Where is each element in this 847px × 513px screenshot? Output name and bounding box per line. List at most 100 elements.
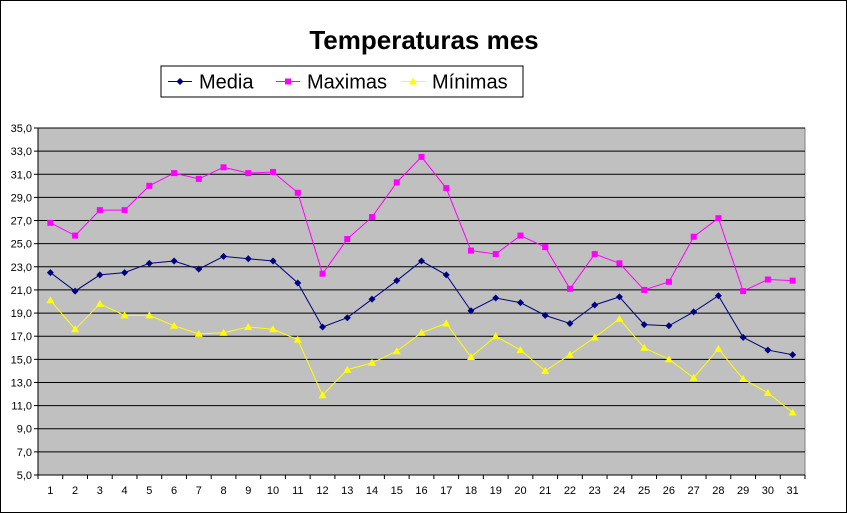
x-tick-label: 14 [366, 485, 378, 497]
data-point-media [145, 259, 153, 267]
legend-box [160, 65, 524, 98]
data-point-media [170, 257, 178, 265]
data-point-maximas [542, 244, 549, 251]
data-point-media [368, 295, 376, 303]
series-m-nimas [46, 296, 797, 416]
data-point-media [71, 287, 79, 295]
data-point-m-nimas [95, 299, 104, 307]
x-tick-label: 10 [267, 485, 279, 497]
x-tick-label: 6 [171, 485, 177, 497]
y-tick-label: 23,0 [11, 262, 32, 274]
y-tick-label: 11,0 [11, 401, 32, 413]
y-tick-label: 31,0 [11, 169, 32, 181]
data-point-maximas [171, 170, 178, 177]
x-tick-label: 21 [539, 485, 551, 497]
chart-title: Temperaturas mes [309, 25, 538, 55]
x-tick-label: 16 [415, 485, 427, 497]
data-point-maximas [764, 276, 771, 283]
data-point-media [714, 292, 722, 300]
data-point-media [541, 311, 549, 319]
x-tick-label: 27 [688, 485, 700, 497]
x-tick-label: 30 [762, 485, 774, 497]
legend-label-maximas: Maximas [307, 72, 387, 94]
data-point-maximas [220, 164, 227, 171]
data-point-media [516, 299, 524, 307]
data-point-maximas [319, 270, 326, 277]
data-point-media [244, 255, 252, 263]
data-point-m-nimas [640, 343, 649, 351]
data-point-media [789, 351, 797, 359]
x-tick-label: 12 [316, 485, 328, 497]
data-point-m-nimas [541, 366, 550, 374]
legend-marker-m-nimas [409, 77, 417, 85]
data-point-maximas [641, 286, 648, 293]
legend: Media Maximas Mínimas [160, 65, 524, 98]
data-point-media [319, 323, 327, 331]
data-point-media [195, 265, 203, 273]
data-point-maximas [740, 288, 747, 295]
y-tick-label: 19,0 [11, 308, 32, 320]
legend-label-m-nimas: Mínimas [432, 72, 508, 94]
x-tick-label: 17 [440, 485, 452, 497]
data-point-maximas [270, 168, 277, 175]
data-point-m-nimas [714, 344, 723, 352]
y-tick-label: 5,0 [17, 470, 32, 482]
data-point-maximas [245, 170, 252, 177]
data-point-media [492, 294, 500, 302]
x-tick-label: 26 [663, 485, 675, 497]
y-tick-label: 7,0 [17, 447, 32, 459]
y-tick-label: 17,0 [11, 331, 32, 343]
x-tick-label: 18 [465, 485, 477, 497]
data-point-maximas [517, 232, 524, 239]
series-maximas [47, 153, 796, 295]
data-point-m-nimas [689, 373, 698, 381]
data-point-m-nimas [318, 391, 327, 399]
x-tick-label: 22 [564, 485, 576, 497]
x-tick-label: 4 [122, 485, 128, 497]
x-tick-label: 5 [146, 485, 152, 497]
data-point-maximas [715, 215, 722, 222]
y-tick-label: 29,0 [11, 192, 32, 204]
x-tick-label: 3 [97, 485, 103, 497]
x-tick-label: 11 [292, 485, 303, 497]
x-tick-label: 20 [514, 485, 526, 497]
data-point-m-nimas [739, 374, 748, 382]
data-point-maximas [96, 207, 103, 214]
data-point-media [418, 257, 425, 265]
data-point-maximas [294, 189, 301, 196]
x-tick-label: 15 [391, 485, 403, 497]
data-point-maximas [121, 207, 128, 214]
data-point-media [46, 269, 54, 277]
data-point-m-nimas [46, 296, 55, 304]
y-tick-label: 27,0 [11, 216, 32, 228]
data-point-media [640, 321, 648, 329]
data-point-maximas [146, 182, 153, 189]
data-point-media [442, 271, 450, 279]
x-tick-label: 9 [245, 485, 251, 497]
data-point-media [393, 277, 401, 285]
data-point-media [96, 271, 104, 279]
x-tick-label: 19 [490, 485, 502, 497]
x-tick-label: 25 [638, 485, 650, 497]
legend-marker-media [176, 78, 184, 85]
y-tick-label: 13,0 [11, 377, 32, 389]
data-point-media [690, 308, 698, 316]
data-point-m-nimas [170, 321, 179, 329]
data-point-m-nimas [392, 347, 401, 355]
data-point-maximas [393, 179, 400, 186]
y-tick-label: 21,0 [11, 285, 32, 297]
data-point-m-nimas [516, 346, 525, 354]
data-point-m-nimas [491, 332, 500, 340]
data-point-m-nimas [194, 329, 203, 337]
plot-background [37, 127, 806, 476]
data-point-media [343, 314, 351, 322]
data-point-m-nimas [120, 311, 129, 319]
data-point-media [591, 301, 599, 309]
data-point-media [121, 269, 129, 277]
data-point-maximas [195, 175, 202, 182]
x-tick-label: 31 [787, 485, 799, 497]
data-point-m-nimas [269, 325, 278, 333]
data-point-maximas [690, 233, 697, 240]
x-tick-label: 8 [221, 485, 227, 497]
